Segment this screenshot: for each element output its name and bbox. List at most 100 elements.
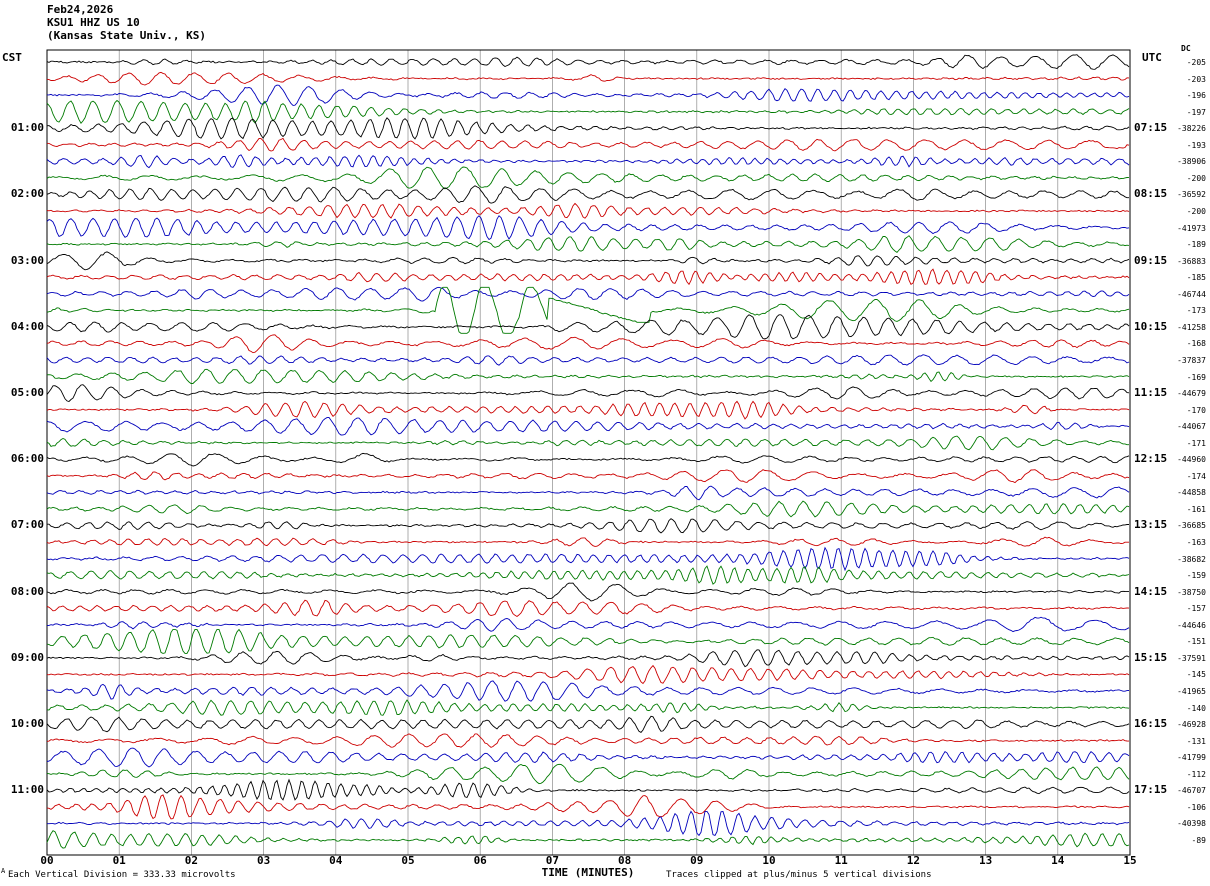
seismogram-trace-row-22	[46, 417, 1130, 436]
seismogram-trace-row-42	[46, 747, 1130, 768]
dc-offset-value: -106	[1186, 802, 1206, 812]
left-hour-label: 04:00	[10, 319, 44, 333]
seismogram-trace-row-2	[47, 84, 1130, 106]
dc-offset-value: -36685	[1177, 521, 1206, 531]
right-hour-label: 17:15	[1134, 783, 1168, 797]
dc-offset-value: -44646	[1177, 620, 1206, 630]
footer-clip-note: Traces clipped at plus/minus 5 vertical …	[666, 870, 932, 880]
dc-offset-value: -40398	[1177, 819, 1206, 829]
right-timezone-label: UTC	[1142, 51, 1162, 64]
dc-offset-value: -41965	[1177, 687, 1206, 696]
seismogram-trace-row-7	[46, 166, 1130, 190]
x-tick-label: 03	[256, 854, 271, 867]
x-tick-label: 06	[473, 854, 487, 867]
dc-offset-value: -46744	[1177, 289, 1206, 299]
dc-offset-value: -189	[1186, 240, 1206, 250]
dc-offset-value: -41799	[1177, 753, 1206, 763]
seismogram-trace-row-39	[46, 699, 1130, 716]
dc-offset-value: -131	[1186, 736, 1206, 746]
seismogram-trace-row-43	[46, 763, 1130, 785]
seismogram-trace-row-10	[46, 215, 1130, 241]
seismogram-trace-row-23	[46, 435, 1129, 451]
x-tick-label: 09	[690, 854, 704, 867]
dc-offset-value: -37837	[1177, 355, 1206, 365]
dc-offset-value: -200	[1186, 206, 1206, 216]
left-hour-label: 09:00	[10, 650, 44, 664]
x-tick-label: 05	[401, 854, 415, 867]
right-hour-label: 08:15	[1134, 187, 1168, 201]
dc-offset-value: -151	[1186, 637, 1206, 647]
dc-offset-value: -157	[1186, 604, 1206, 614]
right-hour-label: 16:15	[1134, 717, 1168, 731]
right-hour-label: 07:15	[1134, 121, 1168, 135]
seismogram-trace-row-1	[46, 71, 1130, 86]
seismogram-trace-row-0	[46, 54, 1130, 70]
seismogram-trace-row-40	[46, 715, 1130, 733]
right-hour-label: 10:15	[1134, 319, 1168, 333]
dc-offset-value: -140	[1186, 703, 1206, 713]
x-tick-label: 07	[545, 854, 560, 867]
dc-offset-value: -170	[1186, 405, 1206, 415]
seismogram-trace-row-41	[46, 733, 1130, 748]
dc-offset-value: -41973	[1177, 223, 1206, 233]
seismogram-trace-row-35	[46, 628, 1130, 654]
header-station: KSU1 HHZ US 10	[47, 16, 140, 29]
seismogram-trace-row-32	[46, 582, 1130, 602]
x-tick-label: 14	[1051, 854, 1065, 867]
left-hour-label: 07:00	[10, 518, 44, 532]
seismogram-trace-row-21	[46, 400, 1130, 420]
x-tick-label: 11	[834, 854, 848, 867]
x-tick-label: 01	[112, 854, 126, 867]
header-location: (Kansas State Univ., KS)	[47, 29, 206, 42]
right-hour-label: 09:15	[1134, 253, 1168, 267]
seismogram-trace-row-9	[46, 202, 1130, 219]
seismogram-trace-row-19	[46, 368, 1130, 384]
dc-offset-value: -171	[1186, 438, 1206, 448]
right-hour-label: 11:15	[1134, 386, 1168, 400]
seismogram-trace-row-6	[46, 154, 1130, 169]
seismogram-trace-row-30	[46, 546, 1130, 572]
seismogram-trace-row-36	[46, 649, 1130, 668]
seismogram-trace-row-15	[46, 286, 1130, 334]
seismogram-trace-row-46	[47, 810, 1130, 837]
dc-offset-value: -44679	[1177, 389, 1206, 399]
left-hour-label: 11:00	[10, 783, 44, 797]
seismogram-trace-row-20	[46, 384, 1130, 403]
left-hour-label: 03:00	[10, 253, 44, 267]
x-tick-label: 02	[184, 854, 199, 867]
dc-offset-value: -185	[1186, 273, 1206, 283]
dc-offset-value: -205	[1186, 58, 1206, 67]
dc-offset-value: -174	[1186, 471, 1206, 481]
x-tick-label: 12	[906, 854, 921, 867]
dc-offset-value: -38906	[1177, 157, 1206, 167]
dc-offset-value: -44067	[1177, 422, 1206, 432]
seismogram-trace-row-27	[46, 500, 1130, 518]
dc-offset-value: -38682	[1177, 554, 1206, 564]
dc-offset-value: -44858	[1177, 488, 1206, 498]
right-hour-label: 15:15	[1134, 650, 1168, 664]
seismogram-trace-row-13	[46, 268, 1130, 286]
dc-offset-value: -196	[1186, 91, 1206, 101]
seismogram-trace-row-38	[46, 680, 1130, 702]
seismogram-trace-row-4	[46, 117, 1130, 140]
left-hour-label: 01:00	[10, 121, 44, 135]
seismogram-trace-row-3	[46, 99, 1130, 124]
dc-offset-value: -36883	[1177, 256, 1206, 266]
dc-offset-value: -169	[1186, 372, 1206, 382]
seismogram-trace-row-12	[46, 251, 1130, 271]
seismogram-trace-row-25	[46, 469, 1130, 484]
x-tick-label: 08	[617, 854, 632, 867]
x-tick-label: 13	[978, 854, 993, 867]
right-hour-label: 14:15	[1134, 584, 1168, 598]
dc-offset-value: -89	[1191, 835, 1206, 845]
seismogram-trace-row-14	[46, 286, 1130, 302]
footer-marker: A	[1, 867, 6, 875]
seismogram-trace-row-16	[46, 314, 1130, 340]
plot-border	[46, 49, 1131, 856]
dc-offset-value: -37591	[1177, 653, 1206, 663]
seismogram-trace-row-34	[46, 616, 1130, 633]
dc-offset-value: -168	[1186, 339, 1206, 349]
seismogram-trace-row-26	[46, 485, 1130, 501]
dc-offset-value: -197	[1186, 107, 1206, 117]
